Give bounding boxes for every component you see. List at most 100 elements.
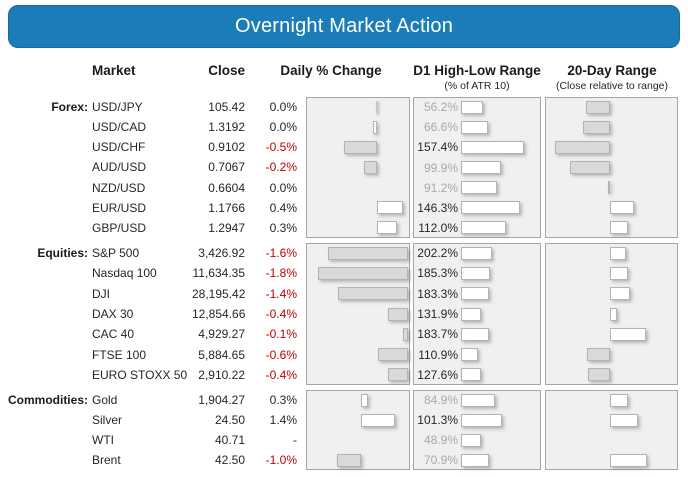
table-group: Equities: S&P 500 3,426.92 -1.6% Nasdaq 100 1… (0, 243, 297, 385)
atr-range-bar (461, 201, 520, 215)
column-subheader-d1-range: (% of ATR 10) (444, 80, 510, 92)
daily-change-bar (376, 100, 378, 114)
atr-value-label: 56.2% (423, 100, 458, 115)
atr-value-label: 101.3% (417, 413, 458, 427)
daily-change-bar (361, 393, 369, 407)
table-row: USD/CAD 1.3192 0.0% (0, 117, 297, 137)
atr-range-bar (461, 348, 479, 362)
range20-bar (610, 393, 628, 407)
atr-value-label: 185.3% (417, 266, 458, 281)
range20-bar (610, 453, 648, 467)
daily-change-bar (338, 287, 408, 301)
daily-change-bar (328, 246, 408, 260)
atr-range-bar (461, 307, 482, 321)
table-row: EURO STOXX 50 2,910.22 -0.4% (0, 365, 297, 385)
atr-value-label: 84.9% (423, 393, 458, 407)
market-name: EURO STOXX 50 (92, 367, 188, 382)
daily-change-bar (377, 221, 397, 235)
table-row: EUR/USD 1.1766 0.4% (0, 198, 297, 218)
market-name: CAC 40 (92, 327, 135, 342)
close-value: 2,910.22 (198, 367, 245, 382)
range20-bar (583, 120, 610, 134)
atr-range-bar (461, 453, 490, 467)
atr-range-bar (461, 100, 484, 114)
atr-value-label: 146.3% (417, 200, 458, 215)
table-row: WTI 40.71 - (0, 430, 297, 450)
market-name: GBP/USD (92, 220, 147, 235)
range20-bar (610, 246, 627, 260)
range20-bar (610, 413, 639, 427)
daily-pct-text: -0.2% (265, 160, 297, 175)
atr-range-bar (461, 413, 502, 427)
table-row: USD/CHF 0.9102 -0.5% (0, 137, 297, 157)
daily-pct-text: 0.0% (269, 120, 297, 135)
market-name: DAX 30 (92, 306, 134, 321)
close-value: 0.6604 (208, 180, 245, 195)
market-name: FTSE 100 (92, 347, 147, 362)
atr-range-bar (461, 433, 481, 447)
table-row: GBP/USD 1.2947 0.3% (0, 218, 297, 238)
column-header-20day-range: 20-Day Range (567, 63, 657, 78)
atr-value-label: 48.9% (423, 433, 458, 447)
day20-range-panel (545, 390, 678, 470)
range20-bar (610, 327, 646, 341)
close-value: 1,904.27 (198, 393, 245, 407)
daily-change-panel (306, 97, 410, 238)
close-value: 11,634.35 (192, 266, 246, 281)
d1-range-panel: 202.2% 185.3% 183.3% 131.9% 183.7% 110.9% 127.… (413, 243, 541, 385)
atr-range-bar (461, 120, 488, 134)
atr-range-bar (461, 246, 493, 260)
daily-change-bar (318, 266, 408, 280)
daily-pct-text: 1.4% (269, 413, 297, 427)
table-row: Nasdaq 100 11,634.35 -1.8% (0, 263, 297, 283)
close-value: 24.50 (214, 413, 245, 427)
market-name: USD/CAD (92, 120, 147, 135)
table-row: DAX 30 12,854.66 -0.4% (0, 304, 297, 324)
atr-value-label: 70.9% (423, 453, 458, 467)
daily-pct-text: -0.1% (265, 327, 297, 342)
daily-pct-text: -0.6% (265, 347, 297, 362)
page-title: Overnight Market Action (234, 15, 454, 37)
page-title-banner: Overnight Market Action (8, 5, 680, 48)
atr-range-bar (461, 161, 501, 174)
close-value: 1.3192 (208, 120, 245, 135)
range20-bar (610, 287, 630, 301)
atr-range-bar (461, 327, 490, 341)
daily-change-bar (403, 327, 408, 341)
group-label: Forex: (51, 100, 88, 115)
market-name: WTI (92, 433, 114, 447)
daily-change-bar (377, 201, 404, 215)
market-name: USD/JPY (92, 100, 143, 115)
table-row: CAC 40 4,929.27 -0.1% (0, 324, 297, 344)
close-value: 0.9102 (208, 140, 245, 155)
daily-change-panel (306, 390, 410, 470)
close-value: 3,426.92 (198, 246, 245, 261)
group-label: Commodities: (7, 393, 88, 407)
range20-bar (586, 100, 610, 114)
daily-change-bar (361, 413, 395, 427)
day20-range-panel (545, 97, 678, 238)
range20-bar (569, 161, 610, 174)
atr-value-label: 202.2% (417, 246, 458, 261)
market-name: AUD/USD (92, 160, 147, 175)
atr-value-label: 112.0% (418, 220, 458, 235)
column-header-daily-change: Daily % Change (280, 63, 382, 78)
daily-change-panel (306, 243, 410, 385)
range20-bar (610, 201, 634, 215)
atr-value-label: 66.6% (423, 120, 458, 135)
daily-change-bar (378, 348, 408, 362)
daily-change-bar (344, 140, 377, 154)
table-row: AUD/USD 0.7067 -0.2% (0, 157, 297, 177)
daily-pct-text: 0.4% (269, 200, 297, 215)
daily-pct-text: -1.0% (265, 453, 297, 467)
daily-pct-text: -0.4% (265, 306, 297, 321)
market-name: Silver (92, 413, 123, 427)
column-header-market: Market (92, 63, 136, 78)
d1-range-panel: 84.9% 101.3% 48.9% 70.9% (413, 390, 541, 470)
table-row: Commodities: Gold 1,904.27 0.3% (0, 390, 297, 410)
close-value: 0.7067 (208, 160, 245, 175)
atr-range-bar (461, 287, 490, 301)
market-name: Nasdaq 100 (92, 266, 157, 281)
atr-value-label: 99.9% (423, 160, 458, 175)
daily-pct-text: -0.5% (265, 140, 297, 155)
